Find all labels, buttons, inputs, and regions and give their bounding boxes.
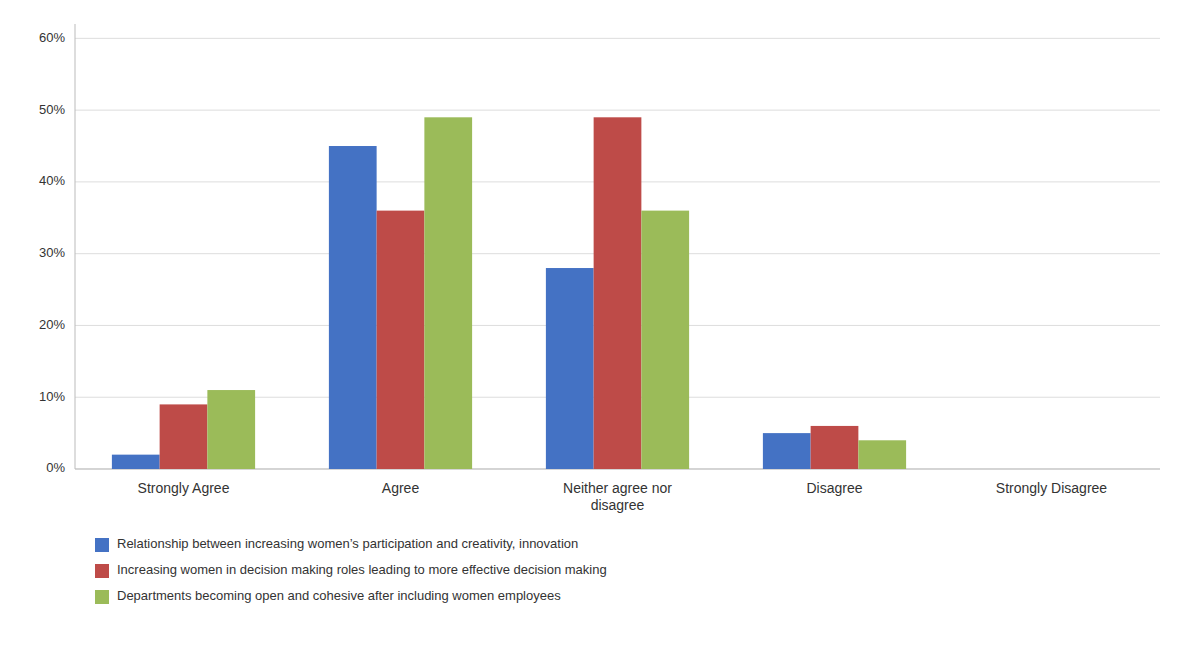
chart-svg: 0% 10% 20% 30% 40% 50% 60% Strongly Agree Agree N…: [0, 0, 1200, 647]
bar: [641, 211, 689, 469]
legend-swatch: [95, 590, 109, 604]
y-tick-label: 60%: [39, 30, 65, 45]
bar: [1075, 469, 1123, 470]
y-tick-label: 30%: [39, 245, 65, 260]
bar: [594, 117, 642, 469]
legend-label: Relationship between increasing women’s …: [117, 536, 578, 551]
bars: [112, 117, 906, 469]
bar: [858, 440, 906, 469]
legend-swatch: [95, 564, 109, 578]
bar: [160, 404, 208, 469]
x-tick-label: Strongly Disagree: [996, 480, 1107, 496]
y-tick-label: 50%: [39, 102, 65, 117]
x-tick-label: Neither agree nordisagree: [563, 480, 672, 513]
bar: [424, 117, 472, 469]
y-tick-labels: 0% 10% 20% 30% 40% 50% 60%: [39, 30, 65, 476]
legend-item: Departments becoming open and cohesive a…: [95, 588, 561, 604]
legend-label: Increasing women in decision making role…: [117, 562, 607, 577]
bar: [811, 426, 859, 469]
y-grid: [75, 38, 1160, 469]
x-tick-label: Agree: [382, 480, 420, 496]
y-tick-label: 20%: [39, 317, 65, 332]
bar-series: [207, 117, 906, 469]
chart-container: 0% 10% 20% 30% 40% 50% 60% Strongly Agree Agree N…: [0, 0, 1200, 647]
x-tick-label: Strongly Agree: [138, 480, 230, 496]
legend-swatch: [95, 538, 109, 552]
y-tick-label: 0%: [46, 460, 65, 475]
grid-line: [75, 110, 1160, 111]
bar: [980, 469, 1028, 470]
grid-line: [75, 38, 1160, 39]
y-tick-label: 10%: [39, 389, 65, 404]
bar: [763, 433, 811, 469]
bar: [377, 211, 425, 469]
bar: [207, 390, 255, 469]
bar: [329, 146, 377, 469]
bar: [546, 268, 594, 469]
legend-item: Relationship between increasing women’s …: [95, 536, 578, 552]
legend: Relationship between increasing women’s …: [95, 536, 607, 604]
legend-item: Increasing women in decision making role…: [95, 562, 607, 578]
y-tick-label: 40%: [39, 173, 65, 188]
x-tick-label: Disagree: [806, 480, 862, 496]
y-axis-line: [75, 24, 76, 469]
x-tick-labels: Strongly Agree Agree Neither agree nordisa…: [138, 480, 1108, 513]
bar-series: [160, 117, 859, 469]
bar: [1028, 469, 1076, 470]
bar: [112, 455, 160, 469]
legend-label: Departments becoming open and cohesive a…: [117, 588, 561, 603]
